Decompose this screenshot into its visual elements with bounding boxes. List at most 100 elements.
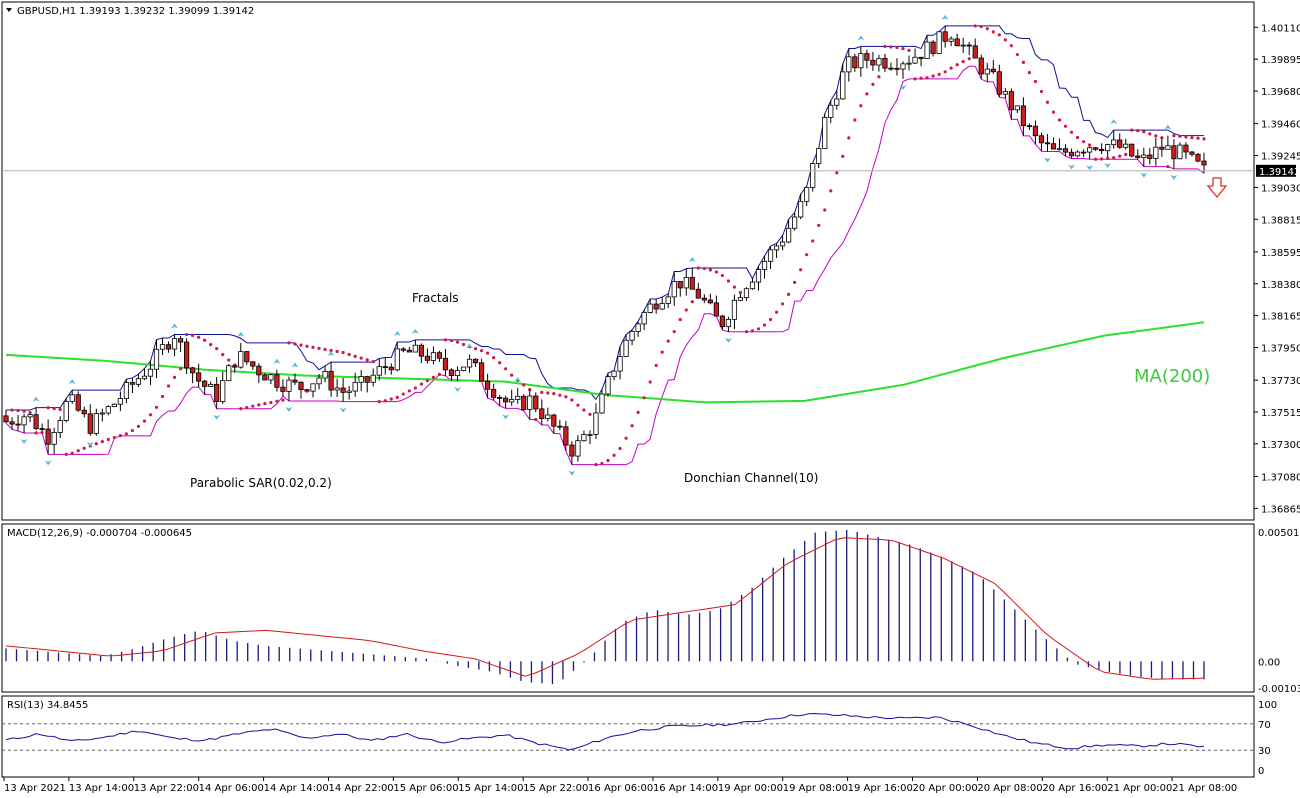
sar-dot (1033, 79, 1038, 84)
sar-dot (594, 463, 598, 467)
candle-body (1147, 154, 1153, 159)
sar-dot (859, 104, 863, 108)
sar-dot (534, 417, 538, 422)
sar-dot (606, 458, 610, 463)
candle-body (497, 397, 503, 399)
fractal-down-icon (1104, 162, 1112, 168)
sar-dot (28, 410, 32, 415)
candle-body (177, 338, 184, 343)
sar-dot (678, 317, 682, 322)
price-tick-label: 1.38165 (1261, 312, 1300, 323)
macd-signal-line (5, 537, 1205, 680)
sar-dot (1202, 137, 1206, 141)
sar-dot (1075, 135, 1080, 140)
price-tick-label: 1.39245 (1261, 152, 1300, 163)
fractal-down-icon (1140, 172, 1148, 178)
candle-body (605, 376, 611, 395)
fractal-down-icon (20, 438, 28, 444)
candle-body (984, 68, 990, 75)
candle-body (292, 379, 298, 383)
price-tick-label: 1.39680 (1261, 87, 1300, 98)
candle-body (466, 358, 473, 368)
candle-body (683, 277, 689, 289)
candle-body (1195, 153, 1201, 162)
candle-body (334, 387, 340, 391)
sar-dot (919, 76, 923, 80)
annotation-parabolic-sar: Parabolic SAR(0.02,0.2) (190, 476, 332, 490)
sar-dot (136, 424, 141, 428)
sar-dot (546, 391, 550, 395)
fractal-up-icon (393, 331, 401, 337)
candle-body (515, 395, 521, 400)
sar-dot (227, 358, 231, 362)
candle-body (406, 349, 412, 353)
candle-body (611, 370, 617, 377)
sar-dot (1136, 129, 1140, 133)
candle-body (1093, 147, 1099, 150)
sar-dot (124, 432, 129, 436)
candle-body (503, 397, 509, 403)
sar-dot (275, 399, 279, 403)
candle-body (51, 432, 57, 445)
sar-dot (600, 461, 604, 466)
candle-body (623, 339, 629, 357)
candle-body (45, 428, 51, 445)
sar-dot (257, 403, 261, 407)
sar-dot (76, 449, 80, 453)
candle-body (864, 53, 870, 61)
sar-dot (1003, 38, 1007, 42)
sar-dot (768, 317, 773, 322)
candle-body (352, 381, 358, 392)
candle-body (69, 394, 75, 402)
sar-dot (1160, 136, 1164, 140)
sar-dot (582, 408, 586, 412)
sar-dot (293, 342, 297, 346)
candle-body (1129, 143, 1135, 157)
sar-dot (937, 72, 941, 76)
time-tick-label: 15 Apr 14:00 (458, 783, 523, 794)
candle-body (1099, 148, 1105, 152)
candle-body (527, 395, 533, 410)
sar-dot (148, 413, 153, 417)
sar-dot (1172, 134, 1176, 138)
candle-body (382, 366, 388, 369)
candle-body (804, 187, 810, 202)
sar-dot (750, 329, 755, 333)
candle-body (972, 45, 978, 59)
donchian-channel (5, 25, 1205, 466)
sar-dot (889, 45, 893, 49)
candle-body (81, 409, 87, 415)
candle-body (15, 423, 21, 426)
candle-body (557, 425, 563, 428)
candle-body (214, 383, 220, 402)
sar-dot (209, 343, 213, 347)
candle-body (725, 318, 732, 328)
sar-dot (955, 63, 959, 67)
sar-dot (504, 367, 508, 371)
candle-body (858, 53, 864, 69)
candle-body (268, 374, 274, 381)
sar-dot (112, 435, 116, 440)
fractal-down-icon (213, 414, 221, 420)
sar-dot (1063, 124, 1068, 128)
price-tick-label: 1.37950 (1261, 344, 1300, 355)
candle-body (220, 380, 226, 402)
candle-body (346, 390, 352, 393)
sar-dot (690, 300, 694, 304)
sar-dot (106, 437, 110, 442)
candle-body (569, 444, 575, 457)
donchian-upper (6, 25, 1204, 411)
sar-dot (251, 404, 255, 408)
sar-dot (931, 74, 935, 78)
sar-dot (383, 399, 387, 403)
candle-body (358, 376, 364, 383)
sar-dot (895, 45, 899, 50)
rsi-label: RSI(13) 34.8455 (7, 700, 88, 711)
candle-body (1074, 151, 1081, 157)
sar-dot (835, 171, 839, 175)
sar-dot (732, 285, 737, 289)
sar-dot (624, 436, 628, 440)
candle-body (442, 357, 449, 371)
sar-dot (395, 395, 399, 399)
candle-body (165, 344, 172, 350)
